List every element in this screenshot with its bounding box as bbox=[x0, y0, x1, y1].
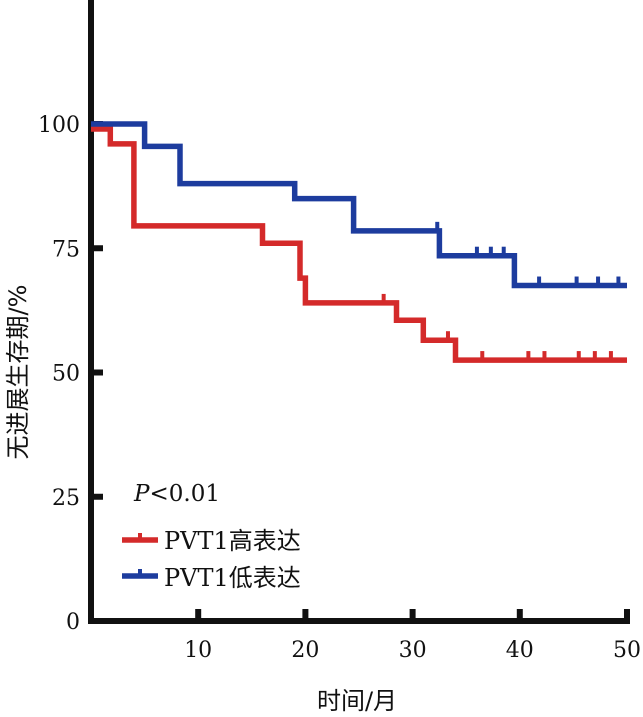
x-axis-title: 时间/月 bbox=[317, 687, 397, 715]
y-tick-label-50: 50 bbox=[52, 362, 80, 387]
series-line-high bbox=[91, 126, 627, 363]
axes bbox=[88, 0, 630, 624]
series-layer bbox=[91, 121, 627, 363]
y-tick-label-75: 75 bbox=[52, 237, 80, 262]
series-high bbox=[91, 126, 627, 363]
y-axis-title: 无进展生存期/% bbox=[4, 285, 32, 460]
p-value-text: <0.01 bbox=[149, 481, 219, 507]
series-line-low bbox=[91, 121, 627, 289]
legend-item-high: PVT1高表达 bbox=[122, 527, 301, 555]
x-tick-label-40: 40 bbox=[506, 638, 534, 663]
tick-labels: 10 20 30 40 50 0 25 50 75 100 bbox=[38, 113, 641, 663]
x-tick-label-20: 20 bbox=[291, 638, 319, 663]
p-value-annotation: P<0.01 bbox=[133, 481, 220, 507]
legend: PVT1高表达 PVT1低表达 bbox=[122, 527, 301, 592]
y-tick-label-0: 0 bbox=[66, 610, 80, 635]
legend-item-low: PVT1低表达 bbox=[122, 564, 301, 592]
x-tick-label-50: 50 bbox=[613, 638, 641, 663]
x-tick-label-30: 30 bbox=[399, 638, 427, 663]
y-tick-label-100: 100 bbox=[38, 113, 80, 138]
legend-label-low: PVT1低表达 bbox=[164, 564, 301, 592]
series-low bbox=[91, 121, 627, 289]
p-value-letter: P bbox=[133, 481, 150, 507]
y-tick-label-25: 25 bbox=[52, 486, 80, 511]
legend-label-high: PVT1高表达 bbox=[164, 527, 301, 555]
x-tick-label-10: 10 bbox=[184, 638, 212, 663]
